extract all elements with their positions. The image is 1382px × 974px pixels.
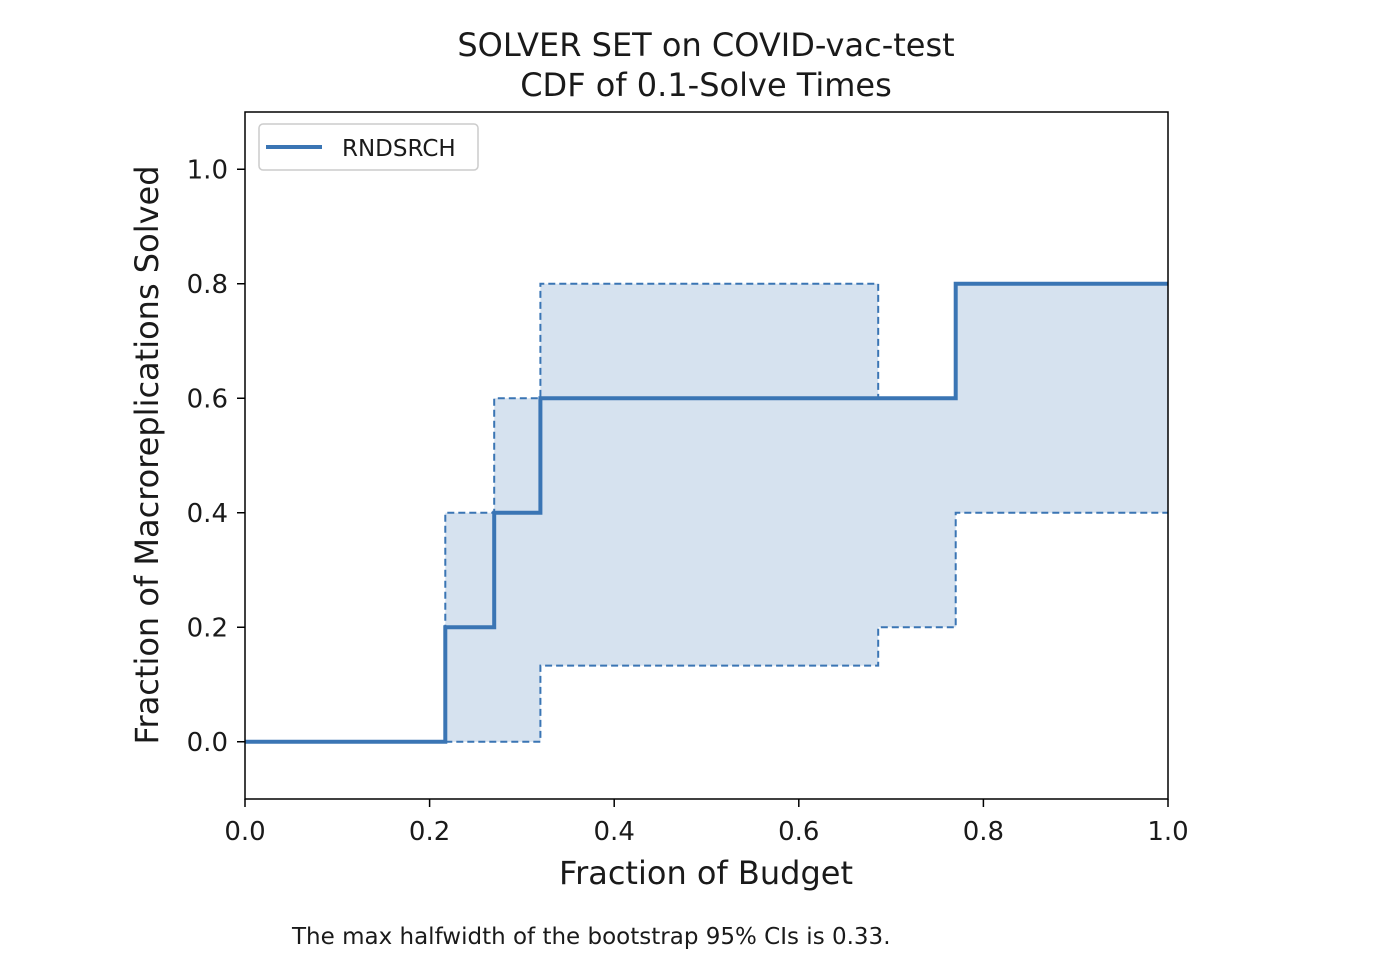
legend-label-rndsrch: RNDSRCH bbox=[342, 136, 456, 162]
plot-area bbox=[244, 111, 1169, 800]
legend-box bbox=[258, 123, 479, 171]
ci-lower-bound bbox=[445, 511, 1168, 743]
x-axis: 0.0 0.2 0.4 0.6 0.8 1.0 bbox=[224, 799, 1189, 847]
x-tick-label: 0.2 bbox=[409, 817, 450, 847]
series-lines bbox=[245, 281, 1168, 744]
y-tick-label: 0.2 bbox=[187, 613, 228, 643]
chart-subtitle: CDF of 0.1-Solve Times bbox=[520, 66, 892, 104]
x-tick-label: 0.6 bbox=[778, 817, 819, 847]
caption: The max halfwidth of the bootstrap 95% C… bbox=[291, 924, 891, 950]
y-tick-label: 0.8 bbox=[187, 270, 228, 300]
x-tick-label: 0.0 bbox=[224, 817, 265, 847]
x-axis-label: Fraction of Budget bbox=[559, 854, 853, 892]
chart-title: SOLVER SET on COVID-vac-test bbox=[457, 26, 954, 64]
y-tick-label: 0.4 bbox=[187, 499, 228, 529]
ci-upper-bound bbox=[444, 282, 1168, 742]
x-tick-label: 1.0 bbox=[1147, 817, 1188, 847]
y-tick-label: 1.0 bbox=[187, 155, 228, 185]
x-tick-label: 0.4 bbox=[594, 817, 635, 847]
legend: RNDSRCH bbox=[258, 123, 479, 171]
plot-frame bbox=[244, 111, 1169, 800]
y-axis-label: Fraction of Macroreplications Solved bbox=[128, 165, 166, 744]
x-tick-label: 0.8 bbox=[963, 817, 1004, 847]
y-axis: 0.0 0.2 0.4 0.6 0.8 1.0 bbox=[187, 155, 245, 758]
y-tick-label: 0.6 bbox=[187, 384, 228, 414]
series-line-rndsrch bbox=[245, 281, 1168, 744]
y-tick-label: 0.0 bbox=[187, 728, 228, 758]
